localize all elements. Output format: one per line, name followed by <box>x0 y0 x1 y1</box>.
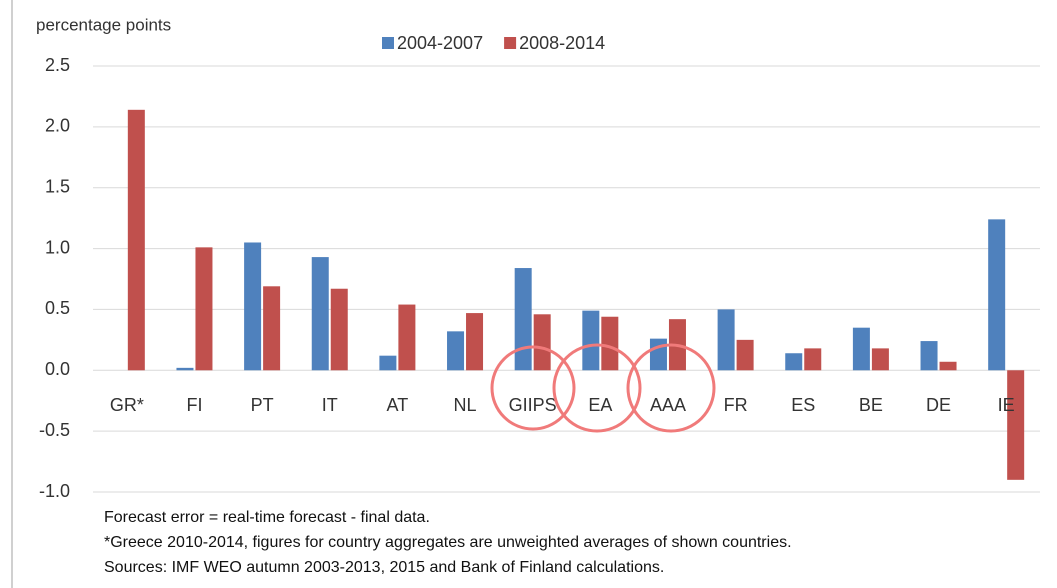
x-tick-label: PT <box>251 395 274 415</box>
bar <box>1007 370 1025 480</box>
highlight-circle <box>626 343 716 433</box>
legend-swatch <box>382 37 394 49</box>
bar <box>920 341 938 371</box>
legend-swatch <box>504 37 517 49</box>
plot-area: -1.0 -0.5 0.0 0.5 1.0 1.5 2.0 2.5 2004-2007 2008-… <box>39 33 1040 501</box>
bar <box>244 242 262 371</box>
legend-label: 2004-2007 <box>397 33 483 53</box>
note: Sources: IMF WEO autumn 2003-2013, 2015 … <box>104 559 664 576</box>
x-tick-label: GR* <box>110 395 144 415</box>
x-tick-label: BE <box>859 395 883 415</box>
bar <box>263 286 281 371</box>
highlight-circle <box>490 345 576 431</box>
bar <box>939 361 957 371</box>
bar <box>330 288 348 371</box>
x-tick-label: DE <box>926 395 951 415</box>
bar <box>582 310 600 371</box>
x-tick-label: GIIPS <box>509 395 557 415</box>
y-tick-label: 1.5 <box>45 176 70 196</box>
x-tick-label: IT <box>322 395 338 415</box>
bar <box>804 348 822 371</box>
y-tick-label: -1.0 <box>39 481 70 501</box>
y-axis-label: percentage points <box>36 15 171 34</box>
bar <box>176 367 194 371</box>
bar <box>871 348 889 371</box>
bar <box>311 257 329 371</box>
x-tick-label: EA <box>588 395 612 415</box>
bar <box>466 313 484 371</box>
y-tick-label: 0.0 <box>45 359 70 379</box>
x-tick-label: NL <box>454 395 477 415</box>
y-tick-label: 0.5 <box>45 298 70 318</box>
bar <box>127 109 145 371</box>
y-tick-label: 2.5 <box>45 55 70 75</box>
legend-label: 2008-2014 <box>519 33 605 53</box>
x-tick-label: FI <box>186 395 202 415</box>
x-tick-label: FR <box>724 395 748 415</box>
bar <box>736 339 754 371</box>
highlight-circle <box>552 343 642 433</box>
bar <box>601 316 619 371</box>
bar <box>852 327 870 371</box>
bar <box>447 331 465 371</box>
x-tick-label: AT <box>387 395 409 415</box>
bar <box>785 353 803 371</box>
bar <box>649 338 667 371</box>
bar <box>379 355 397 371</box>
bar <box>195 247 213 371</box>
x-tick-label: IE <box>998 395 1015 415</box>
x-tick-label: ES <box>791 395 815 415</box>
bar <box>514 268 532 371</box>
note: *Greece 2010-2014, figures for country a… <box>104 534 792 551</box>
bar <box>533 314 551 371</box>
bar <box>398 304 416 371</box>
x-tick-label: AAA <box>650 395 686 415</box>
y-tick-label: -0.5 <box>39 420 70 440</box>
y-tick-label: 1.0 <box>45 237 70 257</box>
bar <box>717 309 735 371</box>
y-tick-label: 2.0 <box>45 116 70 136</box>
bar <box>988 219 1006 371</box>
note: Forecast error = real-time forecast - fi… <box>104 509 430 526</box>
